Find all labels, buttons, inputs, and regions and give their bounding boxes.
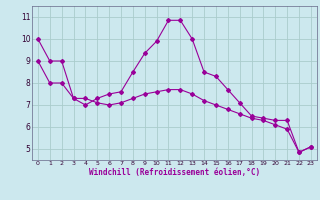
X-axis label: Windchill (Refroidissement éolien,°C): Windchill (Refroidissement éolien,°C) (89, 168, 260, 177)
